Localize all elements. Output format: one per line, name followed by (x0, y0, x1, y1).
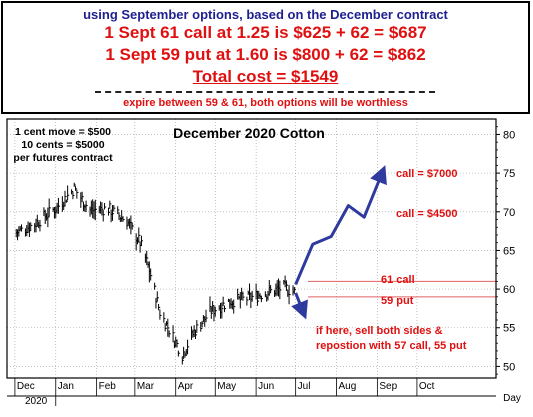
x-tick-label: Jun (258, 381, 274, 392)
call-61-label: 61 call (381, 274, 415, 286)
header-line-2: 1 Sept 61 call at 1.25 is $625 + 62 = $6… (104, 23, 427, 42)
y-tick-label: 50 (503, 361, 515, 373)
x-tick-label: Dec (17, 381, 35, 392)
down-note-line-1: if here, sell both sides & (316, 325, 443, 337)
scenario-up-arrow (294, 165, 387, 286)
header-total-cost: Total cost = $1549 (192, 67, 339, 86)
y-tick-label: 60 (503, 284, 515, 296)
axis-layer: 50 55 60 65 70 75 80 Dec Jan Feb Mar Apr May Jun Jul Au… (6, 118, 515, 406)
x-tick-label: Aug (339, 381, 357, 392)
contract-note-3: per futures contract (13, 152, 113, 164)
year-label: 2020 (25, 396, 48, 407)
scenario-arrows-layer (291, 165, 387, 320)
put-59-label: 59 put (381, 295, 414, 307)
y-tick-label: 75 (503, 168, 515, 180)
header-line-3: 1 Sept 59 put at 1.60 is $800 + 62 = $86… (105, 45, 426, 64)
x-tick-label: Oct (419, 381, 435, 392)
y-tick-label: 70 (503, 207, 515, 219)
call-4500-label: call = $4500 (396, 208, 457, 220)
x-tick-label: Feb (99, 381, 117, 392)
x-tick-label: Jan (58, 381, 74, 392)
x-tick-label: Jul (298, 381, 311, 392)
contract-note-2: 10 cents = $5000 (21, 139, 104, 151)
plot-frame (6, 118, 497, 379)
x-tick-label: May (217, 381, 236, 392)
call-7000-label: call = $7000 (396, 168, 457, 180)
x-tick-label: Apr (178, 381, 194, 392)
chart-text-layer: December 2020 Cotton 1 cent move = $500 … (13, 125, 520, 407)
header-line-1: using September options, based on the De… (83, 7, 448, 22)
scenario-down-arrow (291, 292, 308, 320)
header-line-5: expire between 59 & 61, both options wil… (123, 97, 408, 109)
x-axis-label: Day (503, 393, 521, 404)
x-tick-label: Mar (137, 381, 155, 392)
y-tick-label: 80 (503, 129, 515, 141)
down-note-line-2: repostion with 57 call, 55 put (316, 340, 467, 352)
contract-note-1: 1 cent move = $500 (15, 126, 111, 138)
x-tick-label: Sep (379, 381, 397, 392)
chart-area: 50 55 60 65 70 75 80 Dec Jan Feb Mar Apr May Jun Jul Au… (6, 116, 526, 412)
horizontal-lines-layer (308, 280, 496, 298)
grid-layer (7, 119, 496, 378)
price-bars-layer (15, 182, 296, 365)
y-tick-label: 65 (503, 245, 515, 257)
y-tick-label: 55 (503, 323, 515, 335)
dashed-separator (95, 91, 435, 93)
chart-title: December 2020 Cotton (173, 125, 325, 141)
price-chart: 50 55 60 65 70 75 80 Dec Jan Feb Mar Apr May Jun Jul Au… (6, 118, 521, 407)
header-box: using September options, based on the De… (1, 1, 530, 114)
